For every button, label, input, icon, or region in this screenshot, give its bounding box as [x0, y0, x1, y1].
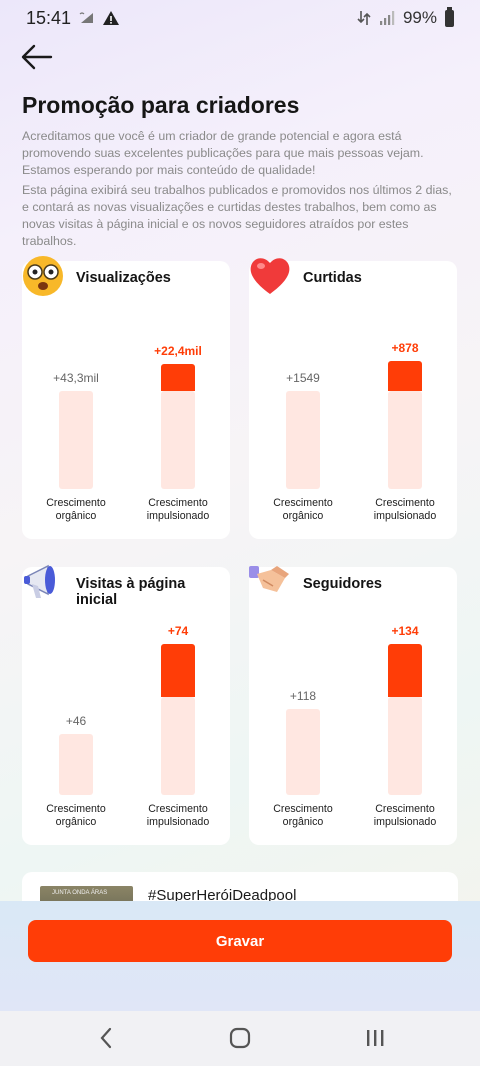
organic-bar-fill — [59, 734, 93, 795]
organic-bar: +43,3mil — [53, 261, 99, 489]
metric-card: Visitas à página inicial +46 +74 Cresciment… — [22, 564, 230, 845]
boosted-value-label: +74 — [167, 624, 189, 638]
boosted-bar-base — [388, 391, 422, 489]
status-bar: 15:41 99% — [0, 0, 480, 36]
data-transfer-icon — [357, 11, 371, 25]
megaphone-icon — [20, 558, 66, 604]
intro-paragraph-1: Acreditamos que você é um criador de gra… — [22, 129, 424, 177]
boosted-caption: Crescimento impulsionado — [373, 803, 437, 828]
metric-card: Visualizações +43,3mil +22,4mil Crescimento… — [22, 256, 230, 539]
organic-value-label: +118 — [289, 689, 317, 703]
metric-card: Seguidores +118 +134 Crescimento orgânico Cr… — [249, 566, 457, 845]
organic-caption: Crescimento orgânico — [46, 497, 106, 522]
organic-value-label: +1549 — [286, 371, 320, 385]
metric-title: Curtidas — [303, 270, 362, 286]
battery-icon — [445, 6, 454, 27]
organic-bar-fill — [286, 709, 320, 795]
boosted-bar: +878 — [388, 261, 422, 489]
nav-back-button[interactable] — [92, 1023, 122, 1053]
boosted-bar-increase — [388, 361, 422, 391]
page-title: Promoção para criadores — [22, 92, 300, 118]
arrow-left-icon — [21, 44, 53, 70]
nav-recents-button[interactable] — [360, 1023, 390, 1053]
heart-icon — [247, 252, 293, 298]
metric-card: Curtidas +1549 +878 Crescimento orgânico Cre… — [249, 258, 457, 539]
boosted-caption: Crescimento impulsionado — [146, 803, 210, 828]
surprised-emoji-icon — [20, 252, 66, 298]
organic-bar: +46 — [59, 567, 93, 795]
status-time: 15:41 — [26, 7, 72, 28]
intro-paragraph-2: Esta página exibirá seu trabalhos public… — [22, 183, 452, 248]
warning-icon — [103, 11, 120, 25]
boosted-value-label: +22,4mil — [154, 344, 202, 358]
battery-percent: 99% — [402, 8, 437, 27]
boosted-bar-base — [161, 697, 195, 795]
boosted-bar: +74 — [161, 567, 195, 795]
nav-home-button[interactable] — [225, 1023, 255, 1053]
organic-bar-fill — [286, 391, 320, 489]
boosted-caption: Crescimento impulsionado — [373, 497, 437, 522]
organic-caption: Crescimento orgânico — [273, 803, 333, 828]
wifi-calling-icon — [79, 12, 94, 23]
organic-value-label: +46 — [65, 714, 87, 728]
boosted-bar: +22,4mil — [154, 261, 202, 489]
bottom-panel: Gravar — [0, 901, 480, 1011]
organic-caption: Crescimento orgânico — [46, 803, 106, 828]
video-title: #SuperHeróiDeadpool — [148, 887, 297, 904]
handshake-icon — [247, 558, 293, 604]
organic-bar: +118 — [286, 567, 320, 795]
organic-value-label: +43,3mil — [53, 371, 99, 385]
organic-bar-fill — [59, 391, 93, 489]
metric-title: Visualizações — [76, 270, 171, 286]
boosted-bar-increase — [388, 644, 422, 697]
system-nav-bar — [0, 1011, 480, 1066]
recents-nav-icon — [367, 1030, 384, 1046]
video-thumbnail-text: JUNTA ONDA ÁRAS — [52, 890, 108, 896]
boosted-bar: +134 — [388, 567, 422, 795]
boosted-caption: Crescimento impulsionado — [146, 497, 210, 522]
back-button[interactable] — [20, 42, 60, 78]
record-button[interactable]: Gravar — [28, 920, 452, 962]
boosted-bar-increase — [161, 364, 195, 391]
boosted-value-label: +134 — [391, 624, 419, 638]
organic-bar: +1549 — [286, 261, 320, 489]
organic-caption: Crescimento orgânico — [273, 497, 333, 522]
metric-title: Visitas à página inicial — [76, 576, 186, 608]
boosted-bar-base — [161, 391, 195, 489]
home-nav-icon — [229, 1027, 251, 1049]
boosted-value-label: +878 — [391, 341, 419, 355]
boosted-bar-increase — [161, 644, 195, 697]
back-nav-icon — [100, 1027, 112, 1049]
metric-title: Seguidores — [303, 576, 382, 592]
boosted-bar-base — [388, 697, 422, 795]
signal-icon — [379, 11, 395, 25]
